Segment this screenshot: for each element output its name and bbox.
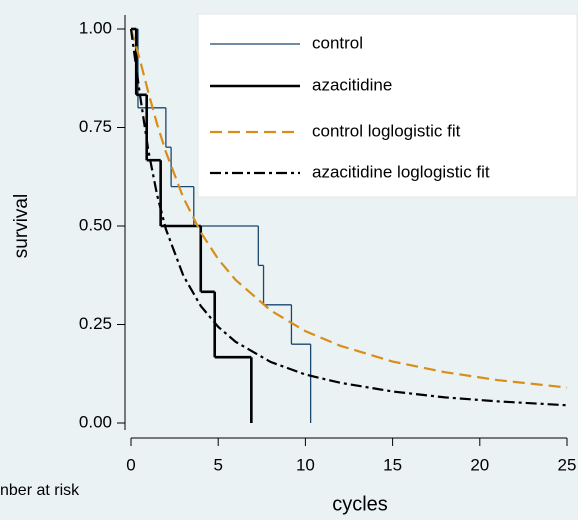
legend-label: control loglogistic fit bbox=[312, 121, 461, 140]
y-tick-label: 0.50 bbox=[79, 215, 112, 234]
annotation: nber at risk bbox=[0, 482, 80, 499]
y-tick-label: 1.00 bbox=[79, 18, 112, 37]
x-axis-label: cycles bbox=[332, 493, 388, 515]
fit-curve bbox=[129, 28, 568, 407]
x-tick-label: 15 bbox=[383, 455, 402, 474]
legend-label: azacitidine loglogistic fit bbox=[312, 162, 490, 181]
legend-label: azacitidine bbox=[312, 75, 392, 94]
x-tick-label: 0 bbox=[126, 455, 135, 474]
y-axis-label: survival bbox=[11, 194, 32, 258]
y-tick-label: 0.25 bbox=[79, 314, 112, 333]
y-tick-label: 0.75 bbox=[79, 117, 112, 136]
legend-label: control bbox=[312, 33, 363, 52]
x-tick-label: 20 bbox=[470, 455, 489, 474]
y-tick-label: 0.00 bbox=[79, 412, 112, 431]
x-tick-label: 10 bbox=[296, 455, 315, 474]
x-tick-label: 5 bbox=[213, 455, 222, 474]
x-tick-label: 25 bbox=[558, 455, 577, 474]
fit-curve bbox=[129, 28, 568, 389]
legend: control azacitidine control loglogistic fi… bbox=[197, 13, 578, 198]
